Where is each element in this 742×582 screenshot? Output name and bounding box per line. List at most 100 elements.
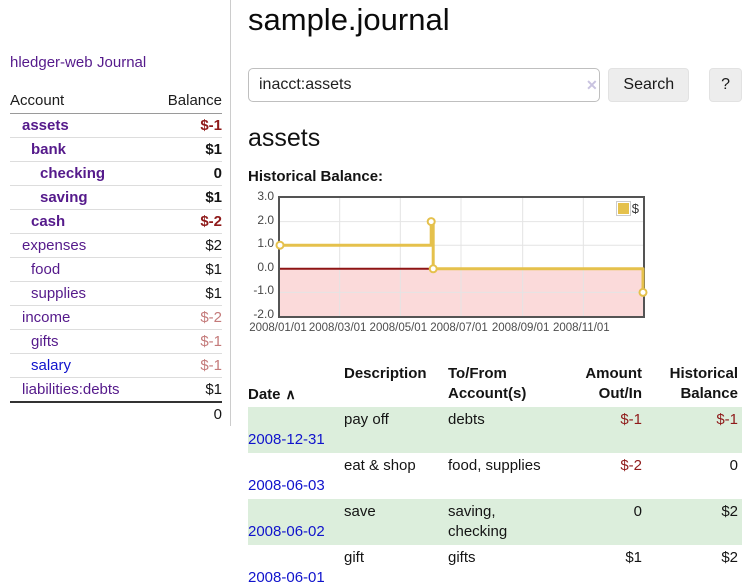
account-balance: $1 [151, 137, 222, 162]
sidebar-item-journal[interactable]: Journal [97, 54, 147, 71]
transaction-date-link[interactable]: 2008-12-31 [248, 431, 325, 448]
register-header-date[interactable]: Date ∧ [248, 362, 344, 407]
account-balance: $1 [151, 377, 222, 402]
main-content: sample.journal ✕ Search ? assets Histori… [248, 0, 742, 582]
accounts-header-row: Account Balance [10, 89, 222, 114]
transaction-accounts: food, supplies [448, 457, 541, 474]
y-tick-label: 1.0 [257, 236, 274, 251]
y-tick-label: -2.0 [253, 307, 274, 321]
account-balance: $2 [151, 233, 222, 258]
register-header-balance: Historical Balance [669, 365, 738, 402]
account-row: liabilities:debts $1 [10, 377, 222, 402]
transaction-date-cell: 2008-06-02 [248, 499, 344, 545]
chart-legend: $ [615, 201, 639, 216]
y-tick-label: 2.0 [257, 212, 274, 227]
account-link[interactable]: supplies [31, 285, 87, 302]
app-brand-link[interactable]: hledger-web [10, 54, 93, 71]
transaction-accounts: gifts [448, 549, 476, 566]
register-table: Date ∧ Description To/From Account(s) Amo… [248, 362, 742, 582]
transaction-description: eat & shop [344, 457, 416, 474]
account-balance: $1 [151, 281, 222, 306]
legend-swatch-icon [615, 201, 631, 216]
chart-y-axis: 3.0 2.0 1.0 0.0 -1.0 -2.0 [248, 189, 274, 321]
sidebar: hledger-web Journal Account Balance asse… [0, 0, 231, 426]
register-header-accounts: To/From Account(s) [448, 365, 527, 402]
y-tick-label: -1.0 [253, 283, 274, 298]
chart-svg [275, 198, 648, 316]
account-balance: $-1 [200, 117, 222, 134]
account-link[interactable]: assets [22, 117, 69, 134]
account-link[interactable]: salary [31, 357, 72, 374]
account-row: gifts $-1 [10, 329, 222, 354]
x-tick-label: 2008/09/01 [491, 322, 550, 334]
chart-plot-area: $ [275, 196, 648, 318]
account-link[interactable]: food [31, 261, 61, 278]
transaction-accounts: saving, checking [448, 503, 508, 540]
transaction-amount: $-1 [620, 411, 642, 428]
account-row: income $-2 [10, 305, 222, 330]
accounts-balance-table: Account Balance assets $-1 ban [10, 89, 222, 426]
account-link[interactable]: gifts [31, 333, 59, 350]
account-row: cash $-2 [10, 209, 222, 234]
data-point-marker [638, 287, 648, 297]
register-header-description: Description [344, 365, 427, 382]
x-tick-label: 2008/01/01 [249, 322, 307, 334]
transaction-description: pay off [344, 411, 389, 428]
transaction-balance: $2 [721, 503, 738, 520]
account-name-cell: assets [10, 114, 152, 138]
transaction-description: gift [344, 549, 365, 566]
account-row: salary $-1 [10, 353, 222, 378]
transaction-amount: $-2 [620, 457, 642, 474]
page-title: sample.journal [248, 2, 450, 37]
transaction-balance: $2 [721, 549, 738, 566]
account-row: bank $1 [10, 137, 222, 162]
account-link[interactable]: income [22, 309, 71, 326]
transaction-date-link[interactable]: 2008-06-01 [248, 569, 325, 582]
transaction-balance: $-1 [716, 411, 738, 428]
register-header-row: Date ∧ Description To/From Account(s) Amo… [248, 362, 742, 407]
y-tick-label: 3.0 [257, 189, 274, 203]
register-row: 2008-06-02 save saving, checking 0 $2 [248, 499, 742, 545]
account-name-cell: expenses [10, 233, 152, 258]
account-link[interactable]: saving [40, 189, 88, 206]
transaction-date-link[interactable]: 2008-06-02 [248, 523, 325, 540]
search-input[interactable] [248, 68, 601, 102]
clear-search-icon[interactable]: ✕ [586, 77, 598, 93]
account-balance: $1 [151, 257, 222, 282]
account-row: expenses $2 [10, 233, 222, 258]
transaction-description: save [344, 503, 376, 520]
register-header-amount: Amount Out/In [585, 365, 642, 402]
transaction-amount: 0 [633, 503, 642, 520]
account-link[interactable]: cash [31, 213, 66, 230]
account-name-cell: saving [10, 185, 152, 210]
account-balance: $-2 [151, 209, 222, 234]
account-name-cell: income [10, 305, 152, 330]
account-row: food $1 [10, 257, 222, 282]
x-tick-label: 2008/05/01 [369, 322, 428, 334]
search-button[interactable]: Search [608, 68, 690, 102]
account-link[interactable]: liabilities:debts [22, 381, 120, 398]
register-row: 2008-06-01 gift gifts $1 $2 [248, 545, 742, 582]
transaction-date-link[interactable]: 2008-06-03 [248, 477, 325, 494]
chart-title: Historical Balance: [248, 168, 384, 185]
transaction-amount: $1 [625, 549, 642, 566]
transaction-date-cell: 2008-12-31 [248, 407, 344, 453]
accounts-table-body: assets $-1 bank $1 checking [10, 114, 222, 402]
help-button[interactable]: ? [709, 68, 742, 102]
register-header-date-label: Date [248, 386, 281, 403]
account-link[interactable]: bank [31, 141, 67, 158]
data-point-marker [428, 264, 438, 274]
search-form: ✕ Search ? [248, 68, 742, 102]
account-name-cell: gifts [10, 329, 152, 354]
register-table-body: 2008-12-31 pay off debts $-1 $-1 2008-06… [248, 407, 742, 582]
account-link[interactable]: checking [40, 165, 106, 182]
transaction-date-cell: 2008-06-01 [248, 545, 344, 582]
accounts-total-spacer [10, 401, 152, 426]
accounts-header-account: Account [10, 89, 152, 114]
legend-label: $ [631, 201, 639, 216]
account-link[interactable]: expenses [22, 237, 87, 254]
data-point-marker [426, 217, 436, 227]
chart-x-axis: 2008/01/01 2008/03/01 2008/05/01 2008/07/01… [249, 322, 641, 336]
account-name-cell: supplies [10, 281, 152, 306]
